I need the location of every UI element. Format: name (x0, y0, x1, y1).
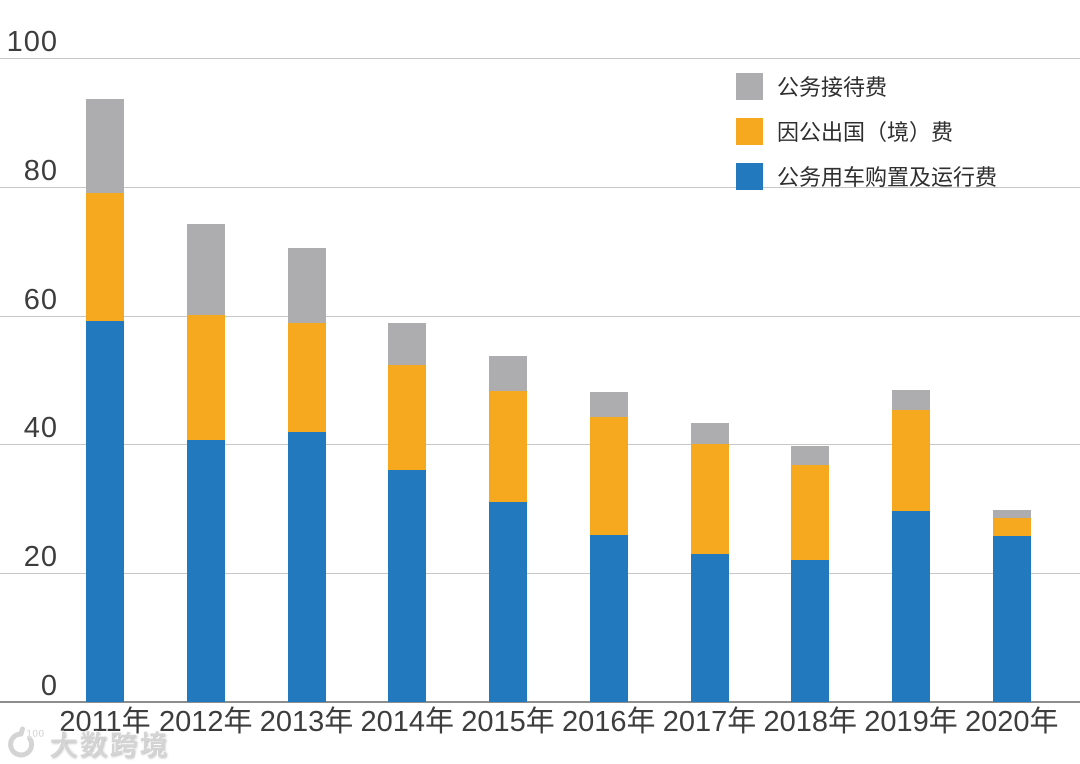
y-tick-label: 80 (23, 154, 58, 187)
x-tick-label: 2019年 (864, 706, 958, 738)
x-axis-line (0, 701, 1080, 703)
watermark: 100 大数跨境 (4, 724, 170, 763)
bar-segment (86, 193, 124, 321)
bar-segment (690, 444, 729, 554)
bar-segment (892, 390, 930, 410)
x-tick-label: 2014年 (360, 706, 454, 738)
y-tick-label: 100 (6, 26, 58, 58)
bar-segment (690, 422, 729, 445)
gridline-y-100 (0, 58, 1080, 59)
y-tick-label: 0 (40, 670, 58, 702)
x-tick-label: 2015年 (461, 706, 555, 738)
bar-segment (992, 536, 1031, 702)
bar-segment (287, 322, 326, 432)
y-tick-label: 60 (23, 283, 58, 316)
bar-segment (287, 431, 326, 702)
gridline-y-40 (0, 444, 1080, 446)
bar-segment (489, 356, 527, 391)
bar-segment (388, 323, 427, 366)
gridline-y-20 (0, 573, 1080, 575)
bar-segment (388, 365, 427, 471)
bar-segment (992, 517, 1031, 537)
chart-legend: 公务接待费因公出国（境）费公务用车购置及运行费 (736, 70, 997, 205)
legend-swatch-icon (736, 117, 763, 145)
x-tick-label: 2017年 (662, 706, 757, 738)
bar-segment (86, 98, 124, 194)
watermark-logo-icon: 100 (8, 726, 44, 757)
bar-segment (186, 439, 225, 702)
legend-item: 因公出国（境）费 (736, 115, 997, 147)
gridline-y-60 (0, 315, 1080, 317)
bar-segment (489, 390, 527, 503)
bar-segment (690, 553, 729, 702)
bar-segment (892, 511, 930, 702)
x-tick-label: 2016年 (561, 706, 656, 738)
bar-segment (589, 417, 628, 536)
legend-swatch-icon (736, 162, 763, 190)
bar-segment (892, 409, 930, 512)
bar-segment (791, 465, 830, 560)
x-tick-label: 2012年 (158, 706, 253, 738)
y-tick-label: 20 (23, 541, 58, 574)
bar-segment (186, 223, 225, 315)
bar-segment (589, 391, 628, 418)
legend-label: 公务接待费 (777, 75, 888, 100)
x-tick-label: 2013年 (259, 706, 354, 738)
watermark-text: 大数跨境 (50, 731, 170, 761)
bar-segment (186, 314, 225, 440)
bar-segment (791, 446, 830, 465)
bar-segment (388, 470, 427, 702)
y-tick-label: 40 (23, 412, 58, 445)
legend-item: 公务用车购置及运行费 (736, 160, 997, 192)
svg-text:100: 100 (26, 728, 44, 740)
bar-segment (86, 320, 124, 702)
x-tick-label: 2011年 (59, 706, 151, 738)
bar-segment (489, 502, 527, 702)
x-tick-label: 2018年 (763, 706, 857, 738)
legend-item: 公务接待费 (736, 70, 997, 102)
x-tick-label: 2020年 (964, 706, 1059, 738)
bar-segment (287, 247, 326, 323)
gridline-y-80 (0, 186, 1080, 188)
bar-segment (589, 535, 628, 702)
bar-segment (791, 559, 830, 702)
legend-label: 因公出国（境）费 (777, 120, 954, 145)
bar-segment (992, 510, 1031, 518)
legend-label: 公务用车购置及运行费 (777, 165, 998, 190)
legend-swatch-icon (736, 72, 763, 100)
